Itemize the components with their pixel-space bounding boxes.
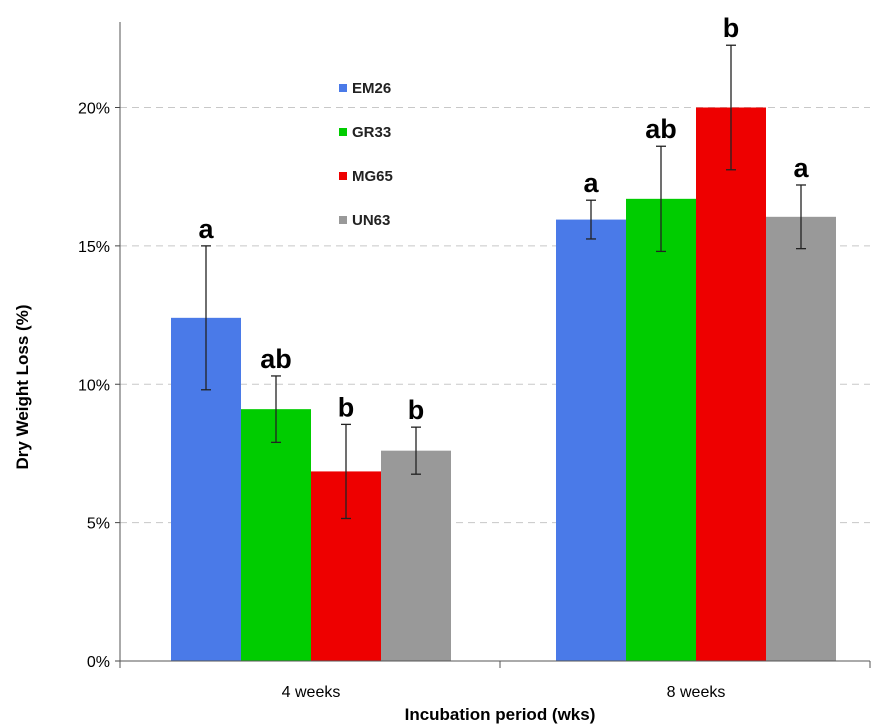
significance-label: b	[338, 392, 355, 422]
bar	[766, 216, 836, 661]
bar	[381, 450, 451, 661]
legend-swatch	[339, 216, 347, 224]
bar	[241, 409, 311, 661]
significance-label: a	[793, 153, 809, 183]
axes: 0% 5% 10% 15% 20% 4 weeks 8 weeks	[78, 22, 871, 701]
significance-label: ab	[260, 344, 292, 374]
legend-entry: MG65	[352, 168, 393, 185]
significance-label: a	[583, 168, 599, 198]
significance-label: b	[723, 13, 740, 43]
y-tick-label: 10%	[78, 377, 110, 394]
legend-entry: EM26	[352, 80, 391, 97]
bar	[626, 198, 696, 661]
y-tick-label: 0%	[87, 654, 110, 671]
legend-swatch	[339, 128, 347, 136]
bar	[556, 219, 626, 662]
x-axis-title: Incubation period (wks)	[405, 705, 596, 724]
legend-swatch	[339, 84, 347, 92]
error-bars	[201, 44, 806, 520]
legend-entry: GR33	[352, 124, 391, 141]
legend-swatch	[339, 172, 347, 180]
x-tick-label: 4 weeks	[282, 684, 341, 701]
significance-label: b	[408, 395, 425, 425]
bar	[696, 107, 766, 661]
significance-labels: a a ab ab b b b a	[198, 13, 809, 425]
x-tick-label: 8 weeks	[667, 684, 726, 701]
significance-label: ab	[645, 114, 677, 144]
significance-label: a	[198, 214, 214, 244]
legend: EM26 GR33 MG65 UN63	[339, 80, 393, 229]
y-tick-label: 20%	[78, 101, 110, 118]
y-axis-title: Dry Weight Loss (%)	[13, 305, 32, 470]
y-tick-label: 15%	[78, 239, 110, 256]
y-tick-label: 5%	[87, 516, 110, 533]
legend-entry: UN63	[352, 212, 390, 229]
